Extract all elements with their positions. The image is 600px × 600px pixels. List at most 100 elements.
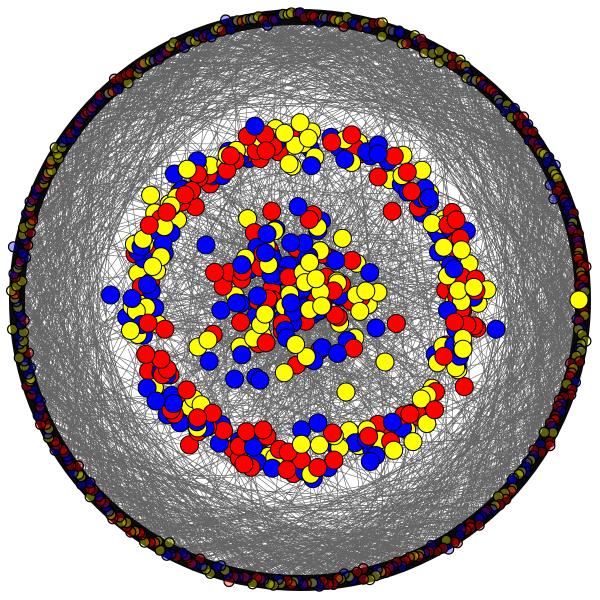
graph-node	[397, 162, 417, 182]
graph-node	[122, 77, 134, 89]
graph-node	[13, 352, 25, 364]
graph-node	[253, 420, 273, 440]
graph-node	[360, 263, 380, 283]
graph-node	[49, 435, 61, 447]
graph-node	[250, 370, 270, 390]
graph-node	[137, 275, 157, 295]
graph-node	[434, 346, 454, 366]
graph-node	[17, 247, 29, 259]
graph-node	[136, 344, 156, 364]
graph-node	[227, 293, 247, 313]
graph-node	[409, 30, 421, 42]
graph-node	[376, 30, 388, 42]
graph-node	[291, 434, 311, 454]
graph-node	[290, 113, 310, 133]
graph-node	[177, 380, 197, 400]
graph-node	[139, 215, 159, 235]
graph-node	[177, 159, 197, 179]
graph-node	[323, 423, 342, 443]
graph-node	[306, 269, 326, 289]
graph-node	[454, 377, 474, 397]
graph-node	[138, 57, 150, 69]
graph-node	[382, 201, 402, 221]
graph-node	[255, 243, 275, 263]
graph-node	[486, 319, 506, 339]
graph-node	[342, 125, 362, 145]
graph-node	[232, 571, 244, 583]
graph-node	[566, 224, 578, 236]
graph-node	[544, 440, 556, 452]
graph-node	[257, 224, 277, 244]
graph-node	[359, 426, 379, 446]
graph-node	[332, 228, 352, 248]
graph-node	[180, 435, 199, 455]
graph-node	[7, 241, 20, 253]
graph-node	[386, 314, 406, 333]
graph-node	[445, 312, 465, 332]
graph-node	[198, 330, 218, 350]
graph-node	[157, 202, 177, 222]
graph-node	[422, 214, 442, 233]
graph-node	[453, 339, 473, 359]
graph-node	[427, 47, 439, 60]
graph-node	[322, 132, 342, 152]
graph-node	[175, 185, 195, 205]
graph-node	[326, 251, 346, 270]
graph-node	[84, 477, 96, 489]
graph-node	[301, 156, 321, 176]
graph-node	[402, 182, 422, 201]
graph-node	[231, 312, 251, 332]
graph-node	[366, 318, 386, 338]
graph-node	[433, 45, 446, 57]
graph-node	[32, 409, 44, 422]
graph-node	[188, 408, 208, 428]
graph-node	[199, 351, 219, 371]
graph-node	[214, 421, 233, 440]
inner-cluster-nodes	[139, 197, 589, 433]
graph-node	[144, 55, 156, 67]
graph-node	[236, 422, 256, 442]
graph-node	[434, 237, 454, 257]
graph-node	[401, 37, 413, 50]
graph-node	[437, 542, 449, 554]
outer-ring-nodes	[6, 7, 592, 592]
graph-node	[138, 313, 158, 333]
graph-node	[245, 116, 265, 136]
graph-node	[572, 253, 585, 265]
graph-node	[538, 426, 551, 438]
graph-node	[137, 378, 157, 398]
graph-node	[384, 146, 404, 166]
graph-node	[275, 123, 295, 143]
graph-node	[360, 452, 380, 471]
graph-node	[274, 363, 294, 383]
graph-node	[234, 454, 254, 474]
graph-node	[427, 43, 439, 55]
graph-node	[451, 240, 471, 260]
graph-node	[308, 458, 328, 477]
graph-node	[205, 263, 225, 282]
graph-node	[288, 197, 308, 217]
graph-node	[464, 277, 484, 297]
graph-node	[384, 440, 404, 460]
graph-node	[184, 35, 196, 47]
graph-node	[375, 352, 395, 372]
graph-node	[70, 125, 82, 137]
graph-node	[281, 233, 301, 253]
graph-node	[281, 293, 301, 313]
graph-node	[459, 60, 472, 72]
graph-node	[216, 25, 228, 37]
graph-node	[548, 193, 560, 205]
graph-node	[361, 22, 374, 34]
graph-node	[101, 285, 121, 305]
graph-node	[296, 347, 316, 367]
graph-node	[394, 27, 406, 39]
graph-node	[27, 383, 39, 395]
graph-node	[308, 413, 328, 433]
graph-node	[262, 201, 282, 221]
graph-node	[121, 321, 140, 340]
graph-node	[256, 333, 276, 353]
graph-node	[466, 74, 478, 87]
graph-node	[324, 450, 344, 470]
middle-ring-nodes	[101, 113, 506, 489]
